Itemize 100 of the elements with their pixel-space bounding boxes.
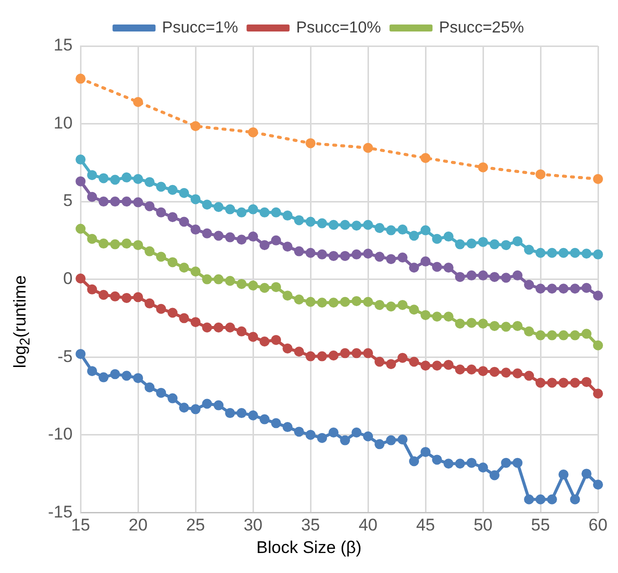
point	[317, 432, 328, 443]
point	[570, 330, 580, 340]
point	[363, 431, 374, 442]
point	[582, 282, 592, 293]
point	[409, 356, 420, 367]
point	[225, 408, 236, 418]
point	[490, 272, 500, 282]
point	[87, 366, 98, 376]
point	[110, 174, 120, 185]
y-tick-label: -5	[57, 346, 73, 366]
point	[340, 435, 350, 446]
point	[478, 318, 488, 329]
point	[294, 215, 304, 226]
point	[236, 326, 247, 336]
point	[432, 360, 442, 371]
point	[76, 274, 86, 284]
point	[398, 224, 408, 235]
y-tick-label: -15	[48, 502, 73, 522]
point	[260, 414, 270, 424]
legend-label: Psucc=10%	[296, 19, 382, 36]
point	[524, 280, 534, 290]
point	[87, 170, 98, 180]
point	[570, 284, 580, 294]
point	[490, 320, 500, 331]
point	[363, 142, 374, 153]
point	[156, 207, 166, 218]
point	[179, 402, 190, 413]
point	[374, 252, 385, 262]
point	[593, 480, 603, 490]
point	[144, 177, 155, 188]
point	[420, 310, 431, 320]
point	[260, 240, 270, 250]
point	[363, 296, 374, 307]
y-tick-label: 0	[63, 268, 73, 288]
x-axis-title: Block Size (β)	[255, 538, 363, 558]
point	[133, 240, 144, 250]
point	[363, 348, 374, 358]
point	[306, 430, 316, 440]
point	[87, 284, 98, 294]
point	[156, 182, 166, 192]
point	[225, 276, 236, 286]
point	[87, 234, 98, 244]
point	[432, 234, 442, 244]
point	[144, 298, 155, 308]
point	[236, 408, 247, 418]
point	[340, 220, 350, 230]
legend-label: Psucc=1%	[162, 19, 238, 36]
point	[98, 290, 109, 300]
point	[306, 216, 316, 227]
point	[225, 232, 236, 242]
point	[317, 249, 328, 260]
point	[122, 172, 132, 182]
point	[133, 96, 144, 107]
point	[455, 272, 466, 282]
point	[570, 494, 580, 504]
point	[501, 368, 512, 378]
point	[76, 224, 86, 234]
x-tick-label: 60	[588, 515, 608, 534]
point	[547, 494, 558, 504]
point	[76, 154, 86, 165]
point	[536, 284, 546, 294]
legend-label: Psucc=25%	[439, 19, 524, 36]
point	[352, 348, 362, 358]
point	[524, 244, 534, 255]
point	[340, 250, 350, 261]
point	[190, 404, 201, 414]
x-tick-label: 55	[531, 515, 550, 534]
point	[512, 458, 523, 468]
point	[294, 426, 304, 437]
x-tick-label: 50	[474, 515, 492, 534]
point	[190, 121, 201, 132]
x-tick-label: 35	[301, 515, 320, 534]
point	[110, 291, 120, 302]
point	[420, 225, 431, 236]
point	[466, 270, 477, 280]
point	[282, 210, 293, 221]
point	[271, 334, 282, 345]
point	[420, 360, 431, 371]
point	[76, 74, 86, 84]
point	[593, 249, 603, 260]
point	[570, 248, 580, 258]
point	[179, 216, 190, 227]
x-tick-label: 20	[128, 515, 148, 534]
point	[593, 388, 603, 399]
x-tick-label: 25	[186, 515, 206, 534]
point	[455, 239, 466, 250]
y-tick-label: 15	[54, 36, 73, 55]
point	[202, 200, 212, 210]
point	[168, 308, 178, 318]
point	[133, 174, 144, 184]
point	[444, 232, 454, 242]
point	[168, 184, 178, 195]
point	[156, 252, 166, 262]
point	[409, 262, 420, 273]
point	[409, 304, 420, 315]
point	[547, 330, 558, 340]
point	[214, 202, 224, 212]
x-tick-label: 45	[416, 515, 435, 534]
point	[202, 274, 212, 284]
point	[593, 290, 603, 301]
